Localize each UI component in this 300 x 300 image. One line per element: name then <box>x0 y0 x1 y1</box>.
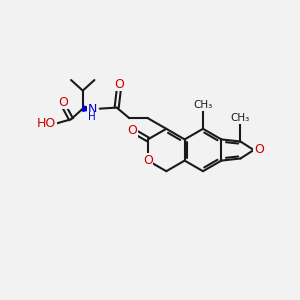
Text: O: O <box>143 154 153 167</box>
Text: O: O <box>254 143 264 157</box>
Text: CH₃: CH₃ <box>194 100 213 110</box>
Polygon shape <box>83 106 96 111</box>
Text: HO: HO <box>37 117 56 130</box>
Text: O: O <box>128 124 137 137</box>
Text: O: O <box>114 78 124 91</box>
Text: N: N <box>88 103 97 116</box>
Text: CH₃: CH₃ <box>231 113 250 123</box>
Text: H: H <box>88 112 96 122</box>
Text: O: O <box>58 96 68 109</box>
